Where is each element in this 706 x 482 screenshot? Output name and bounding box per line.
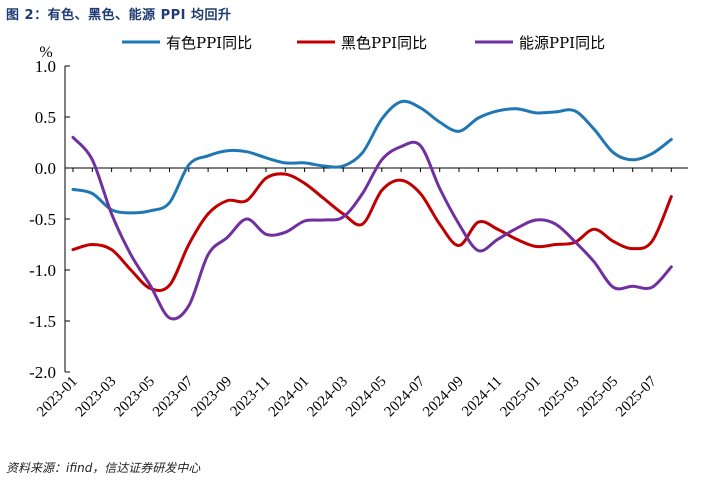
x-axis: 2023-012023-032023-052023-072023-092023-… <box>34 167 688 421</box>
x-tick-label: 2024-07 <box>382 373 429 420</box>
y-tick-label: -1.5 <box>29 312 56 331</box>
x-tick-label: 2025-01 <box>497 374 544 421</box>
figure-title: 图 2：有色、黑色、能源 PPI 均回升 <box>6 8 232 23</box>
x-tick-label: 2024-01 <box>266 374 313 421</box>
x-tick-label: 2025-05 <box>575 374 622 421</box>
x-tick-label: 2023-11 <box>228 374 274 420</box>
x-tick-label: 2024-11 <box>459 374 505 420</box>
y-tick-label: 0.5 <box>35 108 56 127</box>
x-tick-label: 2023-03 <box>73 374 120 421</box>
x-tick-label: 2024-03 <box>304 374 351 421</box>
legend-item-ferrous: 黑色PPI同比 <box>297 34 427 52</box>
plot-lines <box>71 99 673 321</box>
series-energy-ppi-line <box>71 135 673 321</box>
legend-item-energy: 能源PPI同比 <box>475 34 605 52</box>
y-tick-label: -0.5 <box>29 210 56 229</box>
x-tick-label: 2025-07 <box>613 373 660 420</box>
y-axis: 1.0 0.5 0.0 -0.5 -1.0 -1.5 -2.0 <box>29 57 70 382</box>
x-tick-label: 2025-03 <box>536 374 583 421</box>
y-axis-unit-label: % <box>39 44 52 61</box>
y-tick-label: -2.0 <box>29 363 56 382</box>
x-tick-label: 2023-07 <box>150 373 197 420</box>
y-tick-label: -1.0 <box>29 261 56 280</box>
legend: 有色PPI同比 黑色PPI同比 能源PPI同比 <box>122 34 605 52</box>
y-tick-label: 1.0 <box>35 57 56 76</box>
source-note: 资料来源：ifind，信达证券研发中心 <box>6 461 201 475</box>
legend-label: 黑色PPI同比 <box>341 34 427 52</box>
series-nonferrous-ppi-line <box>71 99 673 215</box>
x-tick-label: 2023-05 <box>111 374 158 421</box>
legend-label: 有色PPI同比 <box>166 34 252 52</box>
legend-label: 能源PPI同比 <box>519 34 605 52</box>
x-tick-label: 2024-09 <box>420 374 467 421</box>
series-ferrous-ppi-line <box>71 172 673 293</box>
x-tick-label: 2024-05 <box>343 374 390 421</box>
legend-item-nonferrous: 有色PPI同比 <box>122 34 252 52</box>
x-tick-label: 2023-09 <box>189 374 236 421</box>
y-tick-label: 0.0 <box>35 159 56 178</box>
